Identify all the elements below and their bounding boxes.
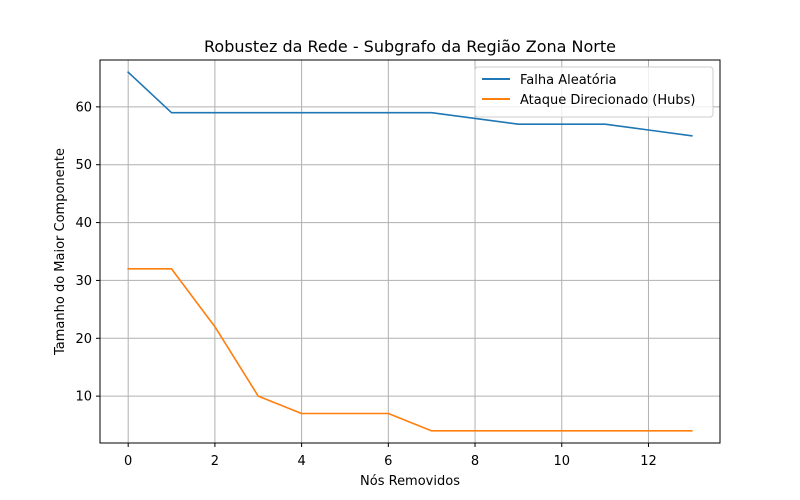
y-tick-label: 10 <box>75 390 92 405</box>
series-line-random-failure <box>127 71 693 137</box>
x-tick-label: 6 <box>384 454 392 469</box>
legend-label-random-failure: Falha Aleatória <box>520 73 617 88</box>
y-tick-label: 60 <box>75 100 92 115</box>
x-axis-label: Nós Removidos <box>360 474 460 489</box>
legend: Falha Aleatória Ataque Direcionado (Hubs… <box>474 66 714 118</box>
x-tick-label: 8 <box>471 454 479 469</box>
y-tick-label: 20 <box>75 332 92 347</box>
y-tick-label: 40 <box>75 216 92 231</box>
legend-label-targeted-attack: Ataque Direcionado (Hubs) <box>520 93 695 108</box>
x-tick-label: 2 <box>211 454 219 469</box>
plot-frame <box>99 59 721 444</box>
x-tick-label: 10 <box>553 454 570 469</box>
chart-title: Robustez da Rede - Subgrafo da Região Zo… <box>204 37 616 56</box>
y-tick-label: 50 <box>75 158 92 173</box>
y-axis-label: Tamanho do Maior Componente <box>53 148 68 356</box>
axis-ticks: 0 2 4 6 8 10 12 10 20 30 40 50 60 <box>75 100 656 469</box>
x-tick-label: 0 <box>124 454 132 469</box>
x-tick-label: 4 <box>297 454 305 469</box>
x-tick-label: 12 <box>640 454 657 469</box>
legend-box <box>474 66 714 118</box>
series-lines <box>127 71 693 432</box>
series-line-targeted-attack <box>127 268 693 432</box>
y-tick-label: 30 <box>75 274 92 289</box>
